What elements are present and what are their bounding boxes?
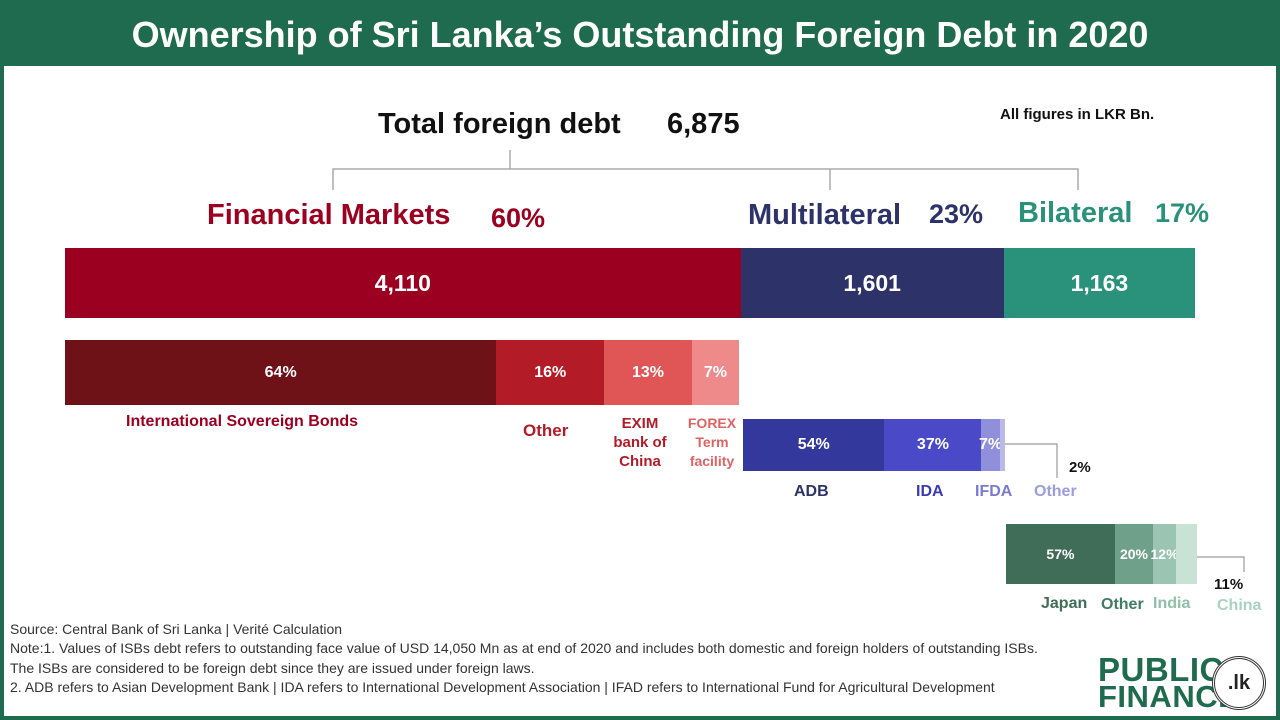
value-china: 11% — [1214, 576, 1244, 593]
main-bar-value-label-2: 1,601 — [843, 269, 901, 296]
label-exim-bank-of-china: EXIM bank of China — [613, 415, 667, 470]
multilateral-breakdown-value-label-1: 54% — [797, 436, 830, 453]
main-bar-value-label-1: 4,110 — [374, 269, 431, 296]
financial-breakdown-segment-1 — [65, 340, 497, 405]
value-multilateral-other: 2% — [1069, 459, 1091, 476]
page-title: Ownership of Sri Lanka’s Outstanding For… — [131, 14, 1149, 55]
heading-bilateral: Bilateral — [1018, 197, 1133, 229]
label-ida: IDA — [916, 483, 944, 500]
units-note: All figures in LKR Bn. — [1000, 106, 1155, 123]
main-stacked-bar: 4,110 1,601 1,163 — [65, 248, 1195, 318]
total-label: Total foreign debt — [378, 108, 621, 140]
label-forex-term-facility: FOREX Term facility — [687, 415, 737, 469]
multilateral-breakdown-segment-1 — [743, 419, 885, 471]
label-multilateral-other: Other — [1034, 483, 1077, 500]
multilateral-breakdown-segment-3 — [981, 419, 1000, 471]
multilateral-breakdown-segment-2 — [884, 419, 982, 471]
label-bilateral-other: Other — [1101, 596, 1144, 613]
main-bar-value-label-3: 1,163 — [1070, 269, 1129, 296]
multilateral-breakdown-bar: 54% 37% 7% — [743, 419, 1005, 471]
header-bar — [0, 0, 1280, 66]
financial-breakdown-value-label-1: 64% — [264, 363, 297, 381]
financial-markets-breakdown-bar: 64% 16% 13% 7% — [65, 340, 739, 405]
label-japan: Japan — [1041, 595, 1088, 612]
source-note: Source: Central Bank of Sri Lanka | Veri… — [10, 621, 343, 637]
heading-multilateral: Multilateral — [748, 199, 902, 231]
logo-badge-text: .lk — [1227, 671, 1251, 694]
financial-breakdown-segment-3 — [604, 340, 692, 405]
bilateral-breakdown-bar: 57% 20% 12% — [1006, 524, 1197, 584]
multilateral-breakdown-value-label-2: 37% — [916, 436, 949, 453]
logo-public: PUBLIC — [1098, 651, 1224, 688]
financial-breakdown-segment-2 — [496, 340, 605, 405]
footnote-1: Note:1. Values of ISBs debt refers to ou… — [10, 640, 1038, 676]
bilateral-breakdown-segment-1 — [1006, 524, 1115, 584]
main-bar-segment-1 — [65, 248, 741, 318]
label-india: India — [1153, 595, 1191, 612]
multilateral-breakdown-segment-4 — [999, 419, 1005, 471]
main-bar-segment-2 — [740, 248, 1004, 318]
financial-breakdown-value-label-3: 13% — [631, 363, 664, 381]
footnote-2: 2. ADB refers to Asian Development Bank … — [10, 679, 995, 695]
financial-breakdown-value-label-4: 7% — [703, 363, 727, 381]
label-financial-other: Other — [523, 421, 569, 440]
multilateral-breakdown-value-label-3: 7% — [979, 436, 1003, 453]
heading-bilateral-share: 17% — [1155, 198, 1210, 228]
bilateral-breakdown-segment-2 — [1114, 524, 1154, 584]
label-china: China — [1217, 597, 1262, 614]
bilateral-breakdown-value-label-3: 12% — [1150, 546, 1179, 562]
financial-breakdown-segment-4 — [691, 340, 739, 405]
bilateral-breakdown-value-label-2: 20% — [1119, 546, 1148, 562]
heading-financial-markets-share: 60% — [491, 203, 546, 233]
bilateral-breakdown-value-label-1: 57% — [1046, 546, 1075, 562]
label-adb: ADB — [794, 483, 829, 500]
logo-badge: .lk — [1212, 656, 1266, 710]
heading-multilateral-share: 23% — [929, 199, 984, 229]
label-ifda: IFDA — [975, 483, 1013, 500]
main-bar-segment-3 — [1003, 248, 1195, 318]
label-international-sovereign-bonds: International Sovereign Bonds — [126, 413, 359, 430]
financial-breakdown-value-label-2: 16% — [534, 363, 567, 381]
total-value: 6,875 — [667, 108, 740, 140]
bilateral-breakdown-segment-3 — [1153, 524, 1176, 584]
heading-financial-markets: Financial Markets — [207, 199, 451, 231]
bilateral-breakdown-segment-4 — [1175, 524, 1197, 584]
